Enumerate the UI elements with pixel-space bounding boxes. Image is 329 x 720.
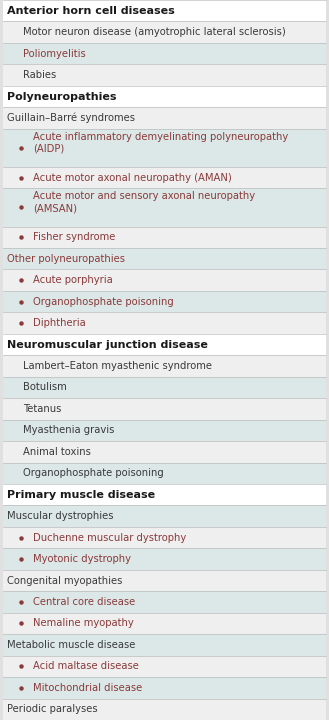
Bar <box>3 591 326 613</box>
Text: Myotonic dystrophy: Myotonic dystrophy <box>33 554 131 564</box>
Text: Other polyneuropathies: Other polyneuropathies <box>7 253 125 264</box>
Text: Fisher syndrome: Fisher syndrome <box>33 233 115 243</box>
Bar <box>3 43 326 64</box>
Bar <box>3 22 326 43</box>
Bar <box>3 420 326 441</box>
Bar <box>3 86 326 107</box>
Text: Tetanus: Tetanus <box>23 404 62 414</box>
Bar <box>3 484 326 505</box>
Bar <box>3 527 326 549</box>
Text: Polyneuropathies: Polyneuropathies <box>7 91 116 102</box>
Bar <box>3 291 326 312</box>
Text: Organophosphate poisoning: Organophosphate poisoning <box>23 468 164 478</box>
Bar <box>3 269 326 291</box>
Text: Myasthenia gravis: Myasthenia gravis <box>23 426 114 436</box>
Text: Mitochondrial disease: Mitochondrial disease <box>33 683 142 693</box>
Text: Acute inflammatory demyelinating polyneuropathy
(AIDP): Acute inflammatory demyelinating polyneu… <box>33 132 288 153</box>
Text: Duchenne muscular dystrophy: Duchenne muscular dystrophy <box>33 533 186 543</box>
Text: Motor neuron disease (amyotrophic lateral sclerosis): Motor neuron disease (amyotrophic latera… <box>23 27 286 37</box>
Text: Acute porphyria: Acute porphyria <box>33 275 113 285</box>
Text: Animal toxins: Animal toxins <box>23 447 91 457</box>
Bar <box>3 312 326 334</box>
Text: Botulism: Botulism <box>23 382 67 392</box>
Bar <box>3 505 326 527</box>
Bar <box>3 656 326 677</box>
Text: Periodic paralyses: Periodic paralyses <box>7 704 97 714</box>
Text: Central core disease: Central core disease <box>33 597 135 607</box>
Bar <box>3 698 326 720</box>
Text: Rabies: Rabies <box>23 70 56 80</box>
Text: Nemaline myopathy: Nemaline myopathy <box>33 618 134 629</box>
Bar <box>3 189 326 227</box>
Bar <box>3 227 326 248</box>
Text: Primary muscle disease: Primary muscle disease <box>7 490 155 500</box>
Text: Acid maltase disease: Acid maltase disease <box>33 662 139 671</box>
Bar <box>3 677 326 698</box>
Bar <box>3 107 326 129</box>
Text: Lambert–Eaton myasthenic syndrome: Lambert–Eaton myasthenic syndrome <box>23 361 212 371</box>
Text: Neuromuscular junction disease: Neuromuscular junction disease <box>7 340 208 350</box>
Bar <box>3 334 326 355</box>
Text: Diphtheria: Diphtheria <box>33 318 86 328</box>
Text: Muscular dystrophies: Muscular dystrophies <box>7 511 113 521</box>
Text: Acute motor and sensory axonal neuropathy
(AMSAN): Acute motor and sensory axonal neuropath… <box>33 192 255 213</box>
Bar <box>3 613 326 634</box>
Text: Anterior horn cell diseases: Anterior horn cell diseases <box>7 6 174 16</box>
Bar <box>3 634 326 656</box>
Bar <box>3 570 326 591</box>
Text: Poliomyelitis: Poliomyelitis <box>23 49 86 58</box>
Bar <box>3 398 326 420</box>
Bar <box>3 129 326 167</box>
Bar <box>3 167 326 189</box>
Text: Guillain–Barré syndromes: Guillain–Barré syndromes <box>7 113 135 123</box>
Text: Congenital myopathies: Congenital myopathies <box>7 575 122 585</box>
Bar <box>3 0 326 22</box>
Text: Organophosphate poisoning: Organophosphate poisoning <box>33 297 174 307</box>
Bar <box>3 549 326 570</box>
Bar <box>3 355 326 377</box>
Bar <box>3 248 326 269</box>
Bar <box>3 462 326 484</box>
Text: Metabolic muscle disease: Metabolic muscle disease <box>7 640 135 650</box>
Bar <box>3 377 326 398</box>
Bar <box>3 441 326 462</box>
Text: Acute motor axonal neuropathy (AMAN): Acute motor axonal neuropathy (AMAN) <box>33 173 232 183</box>
Bar <box>3 64 326 86</box>
